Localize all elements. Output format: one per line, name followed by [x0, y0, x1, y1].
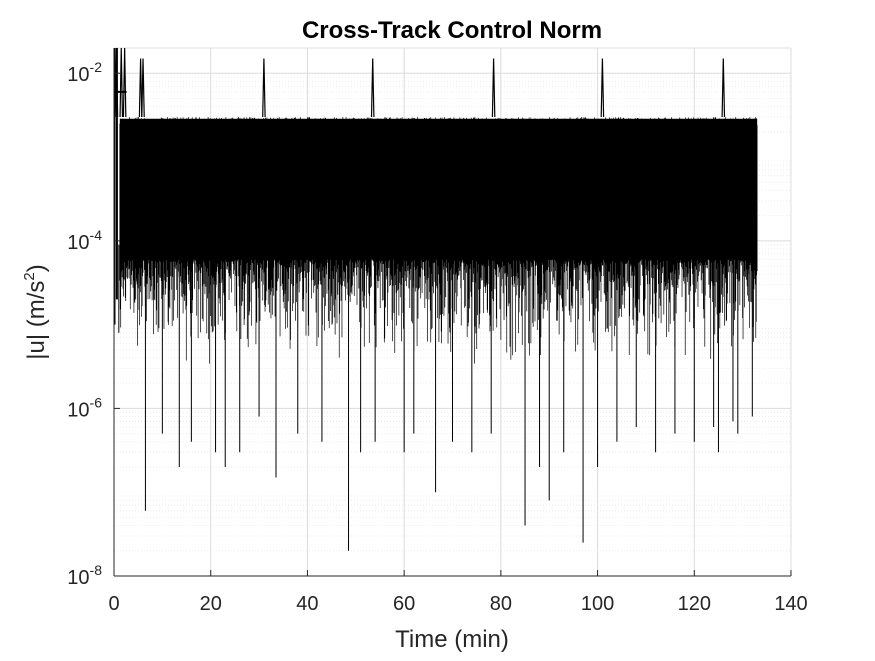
- x-tick-label: 40: [296, 593, 318, 615]
- y-axis-label-superscript: 2: [21, 272, 38, 280]
- series-spike: [721, 58, 726, 118]
- x-axis-ticks: 0 20 40 60 80 100 120 140: [108, 570, 808, 615]
- series-spike: [122, 47, 127, 118]
- series-spike: [119, 47, 124, 118]
- chart-title: Cross-Track Control Norm: [302, 17, 602, 44]
- x-tick-label: 60: [393, 593, 415, 615]
- series-spike: [114, 47, 119, 118]
- y-axis-label-close: ): [23, 264, 50, 272]
- y-tick-label: 10-8: [67, 562, 102, 589]
- x-tick-label: 100: [581, 593, 614, 615]
- y-tick-label: 10-4: [67, 227, 102, 254]
- series-noise: [119, 117, 758, 364]
- series-spike: [370, 58, 375, 118]
- x-tick-label: 140: [774, 593, 807, 615]
- series-spike: [138, 58, 143, 118]
- x-tick-label: 0: [108, 593, 119, 615]
- series-spike: [491, 58, 496, 118]
- series-spike: [262, 58, 266, 118]
- series-spike: [600, 58, 605, 118]
- x-tick-label: 80: [490, 593, 512, 615]
- series-spike: [141, 58, 145, 118]
- axes: [113, 48, 791, 577]
- x-tick-label: 120: [678, 593, 711, 615]
- y-tick-label: 10-2: [67, 59, 102, 86]
- y-axis-label-main: |u| (m/s: [23, 281, 50, 360]
- y-axis-label: |u| (m/s2): [21, 264, 50, 359]
- x-axis-label: Time (min): [395, 626, 509, 653]
- y-axis-ticks: 10-8 10-6 10-4 10-2: [67, 59, 120, 589]
- y-tick-label: 10-6: [67, 394, 102, 421]
- x-tick-label: 20: [200, 593, 222, 615]
